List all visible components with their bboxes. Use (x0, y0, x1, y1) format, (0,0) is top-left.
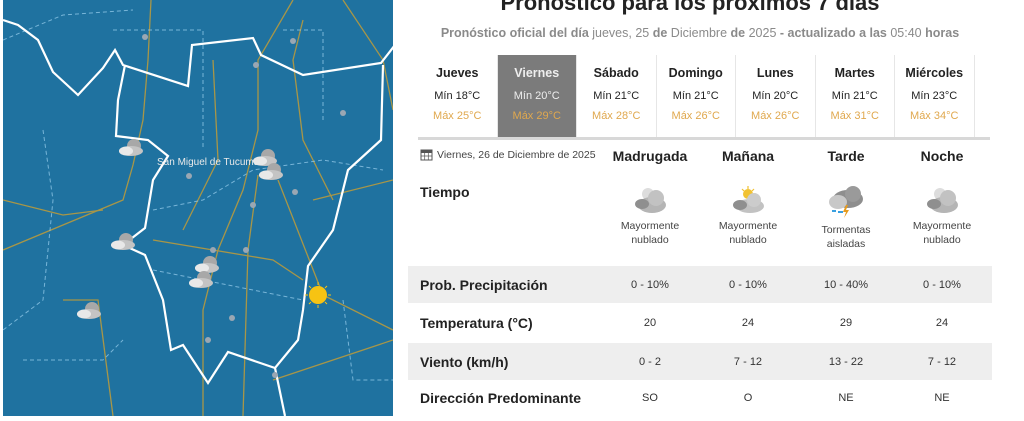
row-value: 0 - 10% (729, 278, 767, 291)
min-temp: Mín 20°C (513, 90, 560, 102)
sun-icon[interactable] (303, 280, 333, 310)
cloudy-icon[interactable] (193, 255, 221, 273)
row-precipitation: Prob. Precipitación 0 - 10% 0 - 10% 10 - 40… (408, 266, 992, 303)
row-wind-direction: Dirección Predominante SO O NE NE (408, 380, 992, 416)
cloudy-icon[interactable] (117, 138, 145, 156)
tab-day-martes[interactable]: Martes Mín 21°C Máx 31°C (816, 55, 895, 137)
max-temp: Máx 34°C (910, 110, 959, 122)
city-label-san-miguel-de-tucuman: San Miguel de Tucumán (157, 157, 265, 168)
tab-day-miercoles[interactable]: Miércoles Mín 23°C Máx 34°C (895, 55, 975, 137)
min-temp: Mín 20°C (752, 90, 799, 102)
row-label: Temperatura (°C) (420, 315, 533, 331)
row-value: NE (934, 392, 950, 404)
row-value: NE (838, 392, 854, 404)
day-name: Jueves (436, 66, 479, 80)
cloudy-night-icon (635, 188, 666, 213)
max-temp: Máx 25°C (433, 110, 482, 122)
weather-desc-line1: Mayormente (912, 220, 972, 232)
row-value: 24 (741, 317, 755, 329)
cloudy-icon[interactable] (75, 301, 103, 319)
tiempo-label: Tiempo (420, 184, 470, 200)
max-temp: Máx 26°C (671, 110, 720, 122)
row-value: 20 (643, 317, 657, 329)
weather-desc-line1: Mayormente (620, 220, 680, 232)
thunderstorm-icon (829, 186, 863, 218)
row-value: 7 - 12 (927, 355, 957, 368)
row-value: SO (642, 392, 658, 404)
day-name: Sábado (593, 66, 639, 80)
day-name: Viernes (514, 66, 560, 80)
row-value: 29 (839, 317, 853, 329)
weather-manana: Mayormente nublado (698, 185, 798, 247)
weather-madrugada: Mayormente nublado (600, 185, 700, 247)
cloudy-icon[interactable] (251, 148, 279, 166)
weather-desc-line1: Tormentas (821, 224, 871, 236)
max-temp: Máx 26°C (751, 110, 800, 122)
max-temp: Máx 29°C (512, 110, 561, 122)
day-tabs: Jueves Mín 18°C Máx 25°C Viernes Mín 20°C Má… (418, 55, 975, 137)
selected-date: Viernes, 26 de Diciembre de 2025 (420, 148, 596, 161)
tab-day-jueves[interactable]: Jueves Mín 18°C Máx 25°C (418, 55, 498, 137)
row-label: Dirección Predominante (420, 390, 582, 406)
period-tarde: Tarde (827, 148, 865, 164)
tab-day-viernes[interactable]: Viernes Mín 20°C Máx 29°C (497, 55, 577, 137)
row-value: 0 - 10% (923, 278, 961, 291)
row-wind: Viento (km/h) 0 - 2 7 - 12 13 - 22 7 - 12 (408, 343, 992, 380)
page-title: Pronóstico para los próximos 7 días (500, 0, 880, 15)
period-noche: Noche (920, 148, 964, 164)
cloudy-icon[interactable] (257, 162, 285, 180)
min-temp: Mín 21°C (593, 90, 640, 102)
period-manana: Mañana (721, 148, 775, 164)
weather-desc-line2: aisladas (826, 238, 866, 250)
tab-day-domingo[interactable]: Domingo Mín 21°C Máx 26°C (657, 55, 736, 137)
weather-desc-line2: nublado (631, 234, 669, 246)
day-name: Domingo (668, 66, 723, 80)
row-value: O (743, 392, 753, 404)
weather-desc-line1: Mayormente (718, 220, 778, 232)
weather-noche: Mayormente nublado (892, 185, 992, 247)
max-temp: Máx 31°C (830, 110, 879, 122)
weather-desc-line2: nublado (923, 234, 961, 246)
calendar-icon (420, 149, 433, 161)
period-madrugada: Madrugada (612, 148, 688, 164)
min-temp: Mín 21°C (672, 90, 719, 102)
row-value: 0 - 2 (638, 355, 661, 368)
cloudy-sun-icon (733, 186, 764, 213)
cloudy-icon[interactable] (109, 232, 137, 250)
row-value: 13 - 22 (828, 355, 864, 368)
min-temp: Mín 23°C (911, 90, 958, 102)
day-name: Lunes (756, 66, 794, 80)
day-name: Miércoles (905, 66, 964, 80)
min-temp: Mín 21°C (831, 90, 878, 102)
weather-tarde: Tormentas aisladas (796, 185, 896, 251)
row-label: Prob. Precipitación (420, 276, 548, 293)
day-name: Martes (834, 66, 875, 80)
weather-desc-line2: nublado (729, 234, 767, 246)
row-value: 0 - 10% (631, 278, 669, 291)
divider (418, 137, 990, 140)
cloudy-night-icon (927, 188, 958, 213)
date-text: Viernes, 26 de Diciembre de 2025 (437, 148, 596, 161)
tab-day-lunes[interactable]: Lunes Mín 20°C Máx 26°C (736, 55, 816, 137)
row-value: 24 (935, 317, 949, 329)
row-value: 7 - 12 (733, 355, 763, 368)
row-temperature: Temperatura (°C) 20 24 29 24 (408, 303, 992, 343)
weather-map[interactable]: San Miguel de Tucumán (2, 0, 396, 417)
tab-day-sabado[interactable]: Sábado Mín 21°C Máx 28°C (577, 55, 657, 137)
min-temp: Mín 18°C (434, 90, 481, 102)
forecast-subtitle: Pronóstico oficial del día jueves, 25 de… (440, 26, 960, 40)
row-label: Viento (km/h) (420, 353, 509, 370)
cloudy-icon[interactable] (187, 270, 215, 288)
row-value: 10 - 40% (823, 278, 869, 291)
max-temp: Máx 28°C (592, 110, 641, 122)
